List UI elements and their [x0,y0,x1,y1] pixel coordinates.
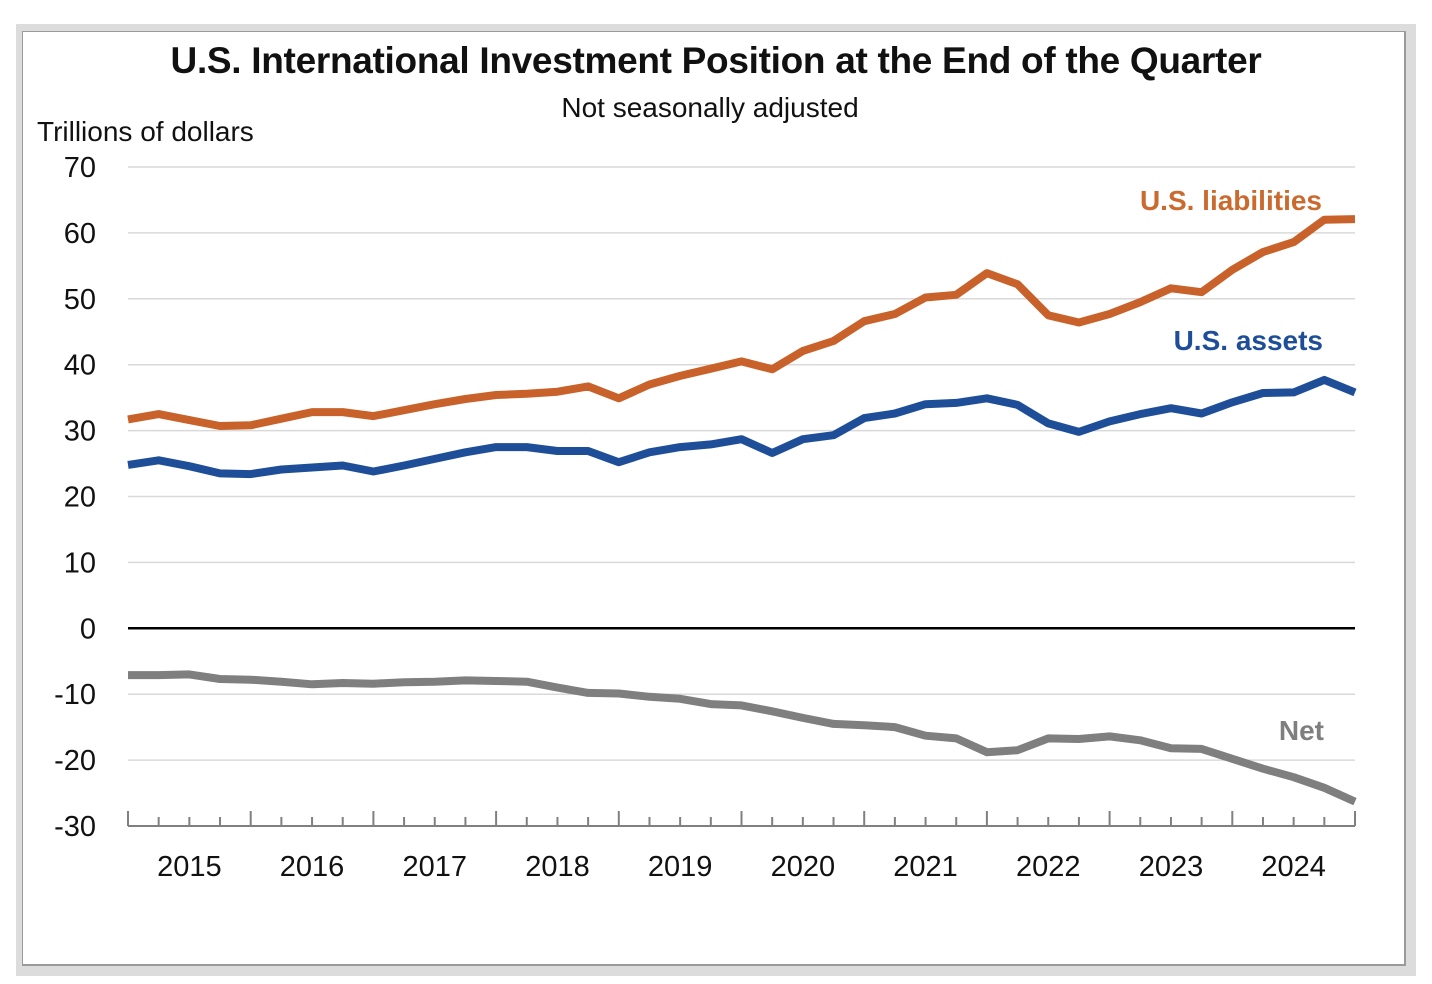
x-tick-label: 2017 [402,851,467,883]
x-tick-label: 2023 [1139,851,1204,883]
y-tick-label: -20 [54,745,96,777]
chart-title: U.S. International Investment Position a… [170,40,1262,81]
liabilities-label: U.S. liabilities [1140,185,1322,216]
y-tick-label: 60 [64,218,96,250]
assets-label: U.S. assets [1174,325,1323,356]
x-tick-label: 2019 [648,851,713,883]
y-tick-label: 10 [64,547,96,579]
x-tick-label: 2018 [525,851,590,883]
y-tick-label: 50 [64,284,96,316]
y-tick-label: 30 [64,416,96,448]
y-tick-label: -10 [54,679,96,711]
net-label: Net [1279,715,1324,746]
x-tick-label: 2020 [771,851,836,883]
chart-frame [22,31,1406,966]
liabilities-line [127,215,1356,430]
y-tick-label: 0 [80,613,96,645]
x-tick-label: 2024 [1261,851,1326,883]
assets-line [127,375,1357,479]
x-tick-label: 2015 [157,851,222,883]
x-tick-label: 2016 [280,851,345,883]
y-tick-label: 20 [64,482,96,514]
y-tick-label: -30 [54,811,96,843]
y-axis-label: Trillions of dollars [37,116,254,147]
net-line [128,670,1357,806]
x-tick-label: 2021 [893,851,958,883]
x-tick-label: 2022 [1016,851,1081,883]
chart-subtitle: Not seasonally adjusted [561,92,859,123]
y-tick-label: 70 [64,152,96,184]
y-tick-label: 40 [64,350,96,382]
